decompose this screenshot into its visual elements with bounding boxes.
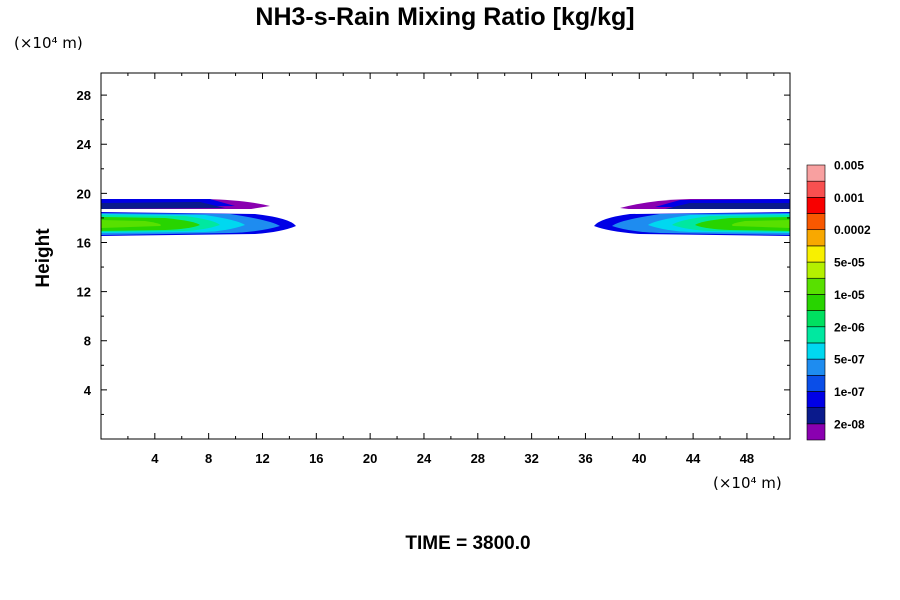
y-tick-label: 4: [84, 383, 92, 398]
colorbar-label: 5e-07: [834, 353, 865, 367]
colorbar-swatch: [806, 277, 826, 295]
colorbar-label: 2e-06: [834, 320, 865, 334]
x-tick-label: 8: [205, 451, 212, 466]
right-gap: [623, 209, 790, 212]
colorbar-label: 0.001: [834, 191, 864, 205]
chart-title: NH3-s-Rain Mixing Ratio [kg/kg]: [255, 3, 634, 31]
x-tick-label: 16: [309, 451, 323, 466]
colorbar-swatch: [806, 407, 826, 425]
y-axis-label: Height: [33, 228, 54, 288]
y-tick-label: 8: [84, 334, 91, 349]
plot-features: [101, 199, 790, 236]
colorbar-swatch: [806, 197, 826, 214]
colorbar-swatch: [806, 294, 826, 311]
colorbar-swatch: [806, 358, 826, 376]
y-tick-label: 28: [77, 88, 91, 103]
colorbar-swatch: [806, 229, 826, 247]
colorbar-swatch: [806, 213, 826, 231]
y-tick-label: 24: [77, 137, 92, 152]
feature-right: [594, 199, 790, 236]
colorbar: 2e-08 1e-07 5e-07 2e-06 1e-05 5e-05 0.0002 0.00…: [806, 159, 871, 441]
left-band-top-navy: [101, 202, 225, 209]
colorbar-swatch: [806, 391, 826, 408]
left-band-core-lime: [101, 220, 161, 228]
right-band-core-lime: [731, 220, 790, 228]
x-tick-label: 48: [740, 451, 754, 466]
colorbar-label: 1e-07: [834, 385, 865, 399]
y-tick-label: 12: [77, 285, 91, 300]
x-tick-label: 32: [524, 451, 538, 466]
plot-frame: [100, 72, 791, 440]
colorbar-swatch: [806, 261, 826, 279]
y-unit-label: (×10⁴ m): [14, 34, 83, 52]
time-label: TIME = 3800.0: [405, 533, 530, 554]
x-tick-label: 44: [686, 451, 701, 466]
y-tick-label: 20: [77, 186, 91, 201]
x-unit-label: (×10⁴ m): [713, 474, 782, 492]
colorbar-label: 0.0002: [834, 223, 871, 237]
x-tick-label: 20: [363, 451, 377, 466]
feature-left: [101, 199, 296, 236]
colorbar-swatch: [806, 245, 826, 263]
x-tick-label: 24: [417, 451, 432, 466]
left-gap: [101, 209, 262, 212]
x-tick-label: 4: [151, 451, 159, 466]
x-tick-label: 12: [255, 451, 269, 466]
colorbar-swatch: [806, 374, 826, 392]
y-tick-label: 16: [77, 235, 91, 250]
x-tick-label: 28: [471, 451, 485, 466]
colorbar-label: 2e-08: [834, 417, 865, 431]
colorbar-swatch: [806, 423, 826, 441]
right-band-top-navy: [665, 203, 790, 209]
colorbar-swatch: [806, 310, 826, 328]
x-tick-label: 40: [632, 451, 646, 466]
colorbar-swatch: [806, 326, 826, 344]
colorbar-swatch: [806, 342, 826, 360]
x-tick-label: 36: [578, 451, 592, 466]
colorbar-swatch: [806, 164, 826, 182]
colorbar-label: 5e-05: [834, 256, 865, 270]
colorbar-swatch: [806, 180, 826, 198]
colorbar-label: 0.005: [834, 159, 864, 173]
colorbar-label: 1e-05: [834, 288, 865, 302]
